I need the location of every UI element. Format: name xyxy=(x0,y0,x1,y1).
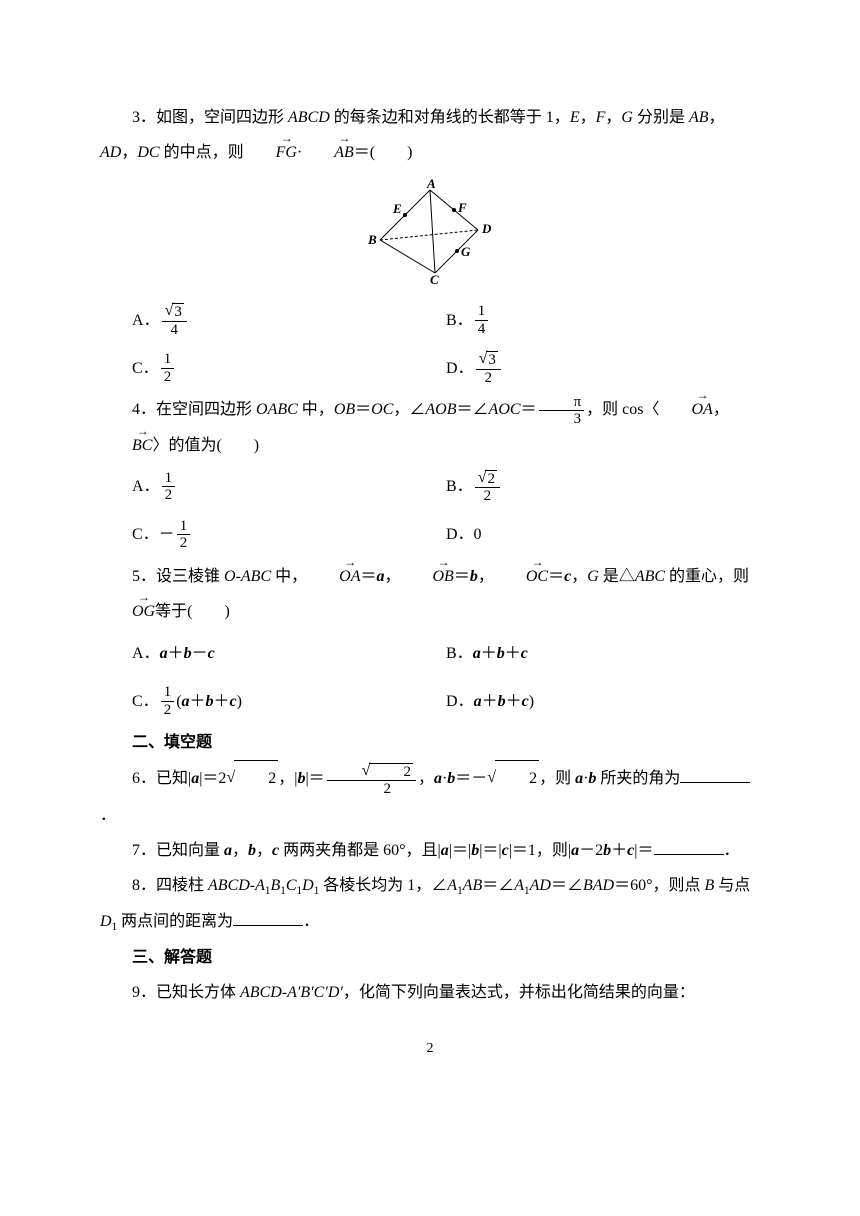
q3-opt-a: A．√34 xyxy=(132,296,446,344)
q4-options: A．12 B．√22 C．－12 D．0 xyxy=(132,463,760,559)
svg-text:G: G xyxy=(461,244,471,259)
q3-figure: A B C D E F G xyxy=(100,178,760,288)
q5-opt-a: A．a＋b－c xyxy=(132,629,446,677)
q3-num: 3 xyxy=(132,109,140,126)
section-3-title: 三、解答题 xyxy=(100,940,760,975)
q5-opt-d: D．a＋b＋c) xyxy=(446,677,760,725)
q5-stem: 5．设三棱锥 O-ABC 中，OA＝a，OB＝b，OC＝c，G 是△ABC 的重… xyxy=(100,559,760,629)
q4-opt-c: C．－12 xyxy=(132,511,446,559)
q5-opt-c: C．12(a＋b＋c) xyxy=(132,677,446,725)
svg-text:E: E xyxy=(392,201,402,216)
question-9: 9．已知长方体 ABCD-A′B′C′D′，化简下列向量表达式，并标出化简结果的… xyxy=(100,975,760,1010)
q3-options: A．√34 B．14 C．12 D．√32 xyxy=(132,296,760,392)
question-3: 3．如图，空间四边形 ABCD 的每条边和对角线的长都等于 1，E，F，G 分别… xyxy=(100,100,760,392)
q4-opt-b: B．√22 xyxy=(446,463,760,511)
q3-opt-c: C．12 xyxy=(132,344,446,392)
q4-opt-a: A．12 xyxy=(132,463,446,511)
question-8: 8．四棱柱 ABCD-A1B1C1D1 各棱长均为 1，∠A1AB＝∠A1AD＝… xyxy=(100,868,760,940)
svg-text:A: A xyxy=(426,178,436,191)
q3-opt-d: D．√32 xyxy=(446,344,760,392)
q6-blank[interactable] xyxy=(680,767,750,783)
svg-text:C: C xyxy=(430,272,439,287)
question-5: 5．设三棱锥 O-ABC 中，OA＝a，OB＝b，OC＝c，G 是△ABC 的重… xyxy=(100,559,760,725)
svg-text:F: F xyxy=(457,200,467,215)
tetrahedron-diagram: A B C D E F G xyxy=(360,178,500,288)
question-6: 6．已知|a|＝2√2，|b|＝√22，a·b＝－√2，则 a·b 所夹的角为． xyxy=(100,760,760,833)
q8-blank[interactable] xyxy=(233,910,303,926)
q4-stem: 4．在空间四边形 OABC 中，OB＝OC，∠AOB＝∠AOC＝π3，则 cos… xyxy=(100,392,760,463)
q5-options: A．a＋b－c B．a＋b＋c C．12(a＋b＋c) D．a＋b＋c) xyxy=(132,629,760,725)
svg-text:B: B xyxy=(367,232,377,247)
q5-opt-b: B．a＋b＋c xyxy=(446,629,760,677)
q3-opt-b: B．14 xyxy=(446,296,760,344)
svg-text:D: D xyxy=(481,221,492,236)
page-number: 2 xyxy=(100,1034,760,1065)
section-2-title: 二、填空题 xyxy=(100,725,760,760)
q7-blank[interactable] xyxy=(654,839,724,855)
q3-stem: 3．如图，空间四边形 ABCD 的每条边和对角线的长都等于 1，E，F，G 分别… xyxy=(100,100,760,170)
question-4: 4．在空间四边形 OABC 中，OB＝OC，∠AOB＝∠AOC＝π3，则 cos… xyxy=(100,392,760,559)
question-7: 7．已知向量 a，b，c 两两夹角都是 60°，且|a|＝|b|＝|c|＝1，则… xyxy=(100,833,760,868)
